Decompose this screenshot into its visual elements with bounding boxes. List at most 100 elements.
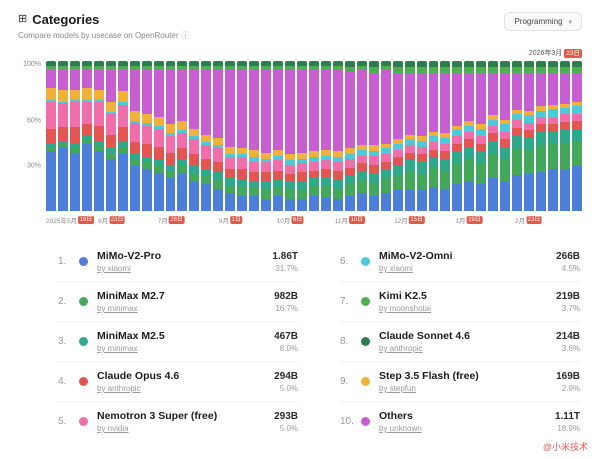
model-provider-link[interactable]: by minimax [97,344,138,353]
model-name[interactable]: Claude Opus 4.6 [97,370,180,382]
chart-segment[interactable] [332,70,343,151]
chart-segment[interactable] [344,175,355,184]
model-name[interactable]: Kimi K2.5 [379,290,427,302]
chart-segment[interactable] [500,181,511,211]
chart-segment[interactable] [524,67,535,73]
chart-segment[interactable] [153,117,164,127]
model-provider-link[interactable]: by minimax [97,304,138,313]
chart-segment[interactable] [261,65,272,70]
chart-segment[interactable] [320,197,331,211]
chart-segment[interactable] [512,127,523,136]
chart-segment[interactable] [392,73,403,139]
list-item[interactable]: 5. Nemotron 3 Super (free) by nvidia 293B 5.… [58,402,298,441]
chart-segment[interactable] [476,184,487,211]
chart-segment[interactable] [213,70,224,138]
chart-segment[interactable] [153,126,164,130]
chart-segment[interactable] [344,158,355,168]
chart-segment[interactable] [536,106,547,111]
chart-segment[interactable] [571,113,582,121]
chart-segment[interactable] [440,143,451,151]
chart-bar[interactable] [46,61,56,211]
chart-segment[interactable] [476,73,487,124]
chart-segment[interactable] [536,172,547,211]
chart-segment[interactable] [368,173,379,184]
chart-segment[interactable] [500,124,511,132]
chart-segment[interactable] [332,65,343,70]
chart-segment[interactable] [153,61,164,66]
chart-segment[interactable] [512,61,523,68]
chart-segment[interactable] [297,152,307,159]
chart-segment[interactable] [225,154,236,157]
chart-segment[interactable] [332,170,343,180]
chart-segment[interactable] [225,65,236,70]
chart-segment[interactable] [105,68,116,102]
chart-bar[interactable] [344,61,355,211]
chart-segment[interactable] [117,91,128,102]
chart-segment[interactable] [81,100,92,102]
chart-segment[interactable] [512,114,523,121]
chart-bar[interactable] [297,61,307,211]
chart-segment[interactable] [404,139,415,145]
model-name[interactable]: Others [379,410,413,422]
chart-segment[interactable] [464,131,475,139]
chart-segment[interactable] [308,70,319,151]
chart-segment[interactable] [404,61,415,67]
chart-segment[interactable] [536,124,547,132]
chart-segment[interactable] [117,101,128,105]
chart-segment[interactable] [356,155,367,163]
chart-segment[interactable] [380,61,391,66]
chart-segment[interactable] [93,145,104,151]
chart-segment[interactable] [512,109,523,115]
chart-segment[interactable] [285,61,296,66]
chart-segment[interactable] [416,67,427,73]
chart-segment[interactable] [189,181,200,211]
chart-segment[interactable] [81,143,92,211]
chart-bar[interactable] [320,61,331,211]
chart-segment[interactable] [548,143,558,169]
chart-segment[interactable] [380,70,391,144]
chart-segment[interactable] [488,73,499,115]
chart-segment[interactable] [320,169,331,177]
chart-segment[interactable] [464,181,475,211]
chart-segment[interactable] [440,67,451,73]
chart-segment[interactable] [356,61,367,66]
chart-bar[interactable] [237,61,248,211]
chart-segment[interactable] [273,61,284,66]
chart-segment[interactable] [141,122,152,126]
chart-segment[interactable] [141,161,152,169]
chart-segment[interactable] [500,73,511,120]
chart-segment[interactable] [225,185,236,193]
chart-segment[interactable] [177,164,188,174]
chart-segment[interactable] [320,176,331,186]
chart-segment[interactable] [285,164,296,174]
chart-segment[interactable] [524,130,535,138]
chart-segment[interactable] [105,158,116,211]
model-provider-link[interactable]: by anthropic [379,344,423,353]
chart-segment[interactable] [344,196,355,211]
chart-segment[interactable] [488,140,499,154]
list-item[interactable]: 4. Claude Opus 4.6 by anthropic 294B 5.0% [58,362,298,402]
chart-segment[interactable] [559,114,570,122]
chart-segment[interactable] [368,145,379,151]
chart-bar[interactable] [141,61,152,211]
chart-segment[interactable] [380,193,391,211]
chart-segment[interactable] [81,124,92,136]
chart-segment[interactable] [440,61,451,67]
chart-segment[interactable] [129,160,140,166]
chart-segment[interactable] [273,196,284,211]
chart-segment[interactable] [559,61,570,68]
chart-segment[interactable] [105,148,116,153]
chart-segment[interactable] [261,61,272,66]
model-name[interactable]: MiMo-V2-Omni [379,250,453,262]
chart-segment[interactable] [297,65,307,70]
chart-segment[interactable] [368,164,379,174]
model-name[interactable]: Nemotron 3 Super (free) [97,410,218,422]
chart-segment[interactable] [285,188,296,199]
chart-segment[interactable] [559,121,570,130]
chart-segment[interactable] [69,65,80,69]
chart-segment[interactable] [273,187,284,196]
model-provider-link[interactable]: by xiaomi [379,264,413,273]
chart-segment[interactable] [237,179,248,187]
chart-segment[interactable] [93,151,104,211]
chart-segment[interactable] [392,164,403,175]
